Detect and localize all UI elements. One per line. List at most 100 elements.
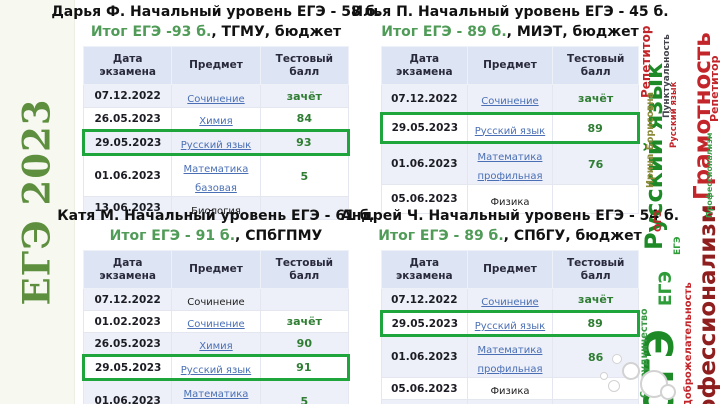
col-header-date: Дата экзамена <box>381 46 468 85</box>
subject-link[interactable]: Математика профильная <box>477 152 543 182</box>
col-header-subject: Предмет <box>466 46 554 85</box>
table-row-highlighted: 29.05.2023 Русский язык 89 <box>380 112 640 144</box>
exam-date: 29.05.2023 <box>81 354 173 381</box>
table-row: 26.05.2023 Химия 90 <box>82 332 350 356</box>
table-row-highlighted: 29.05.2023 Русский язык 91 <box>81 354 351 381</box>
subject-cell: Русский язык <box>171 129 261 156</box>
subject-cell: Физика <box>466 184 554 214</box>
subject-text: Биология <box>191 205 241 217</box>
exam-date: 29.05.2023 <box>380 310 468 337</box>
thought-bubble-icon <box>608 380 620 392</box>
col-header-score: Тестовый балл <box>259 46 350 85</box>
subject-cell: Сочинение <box>466 84 554 114</box>
table-row: 07.12.2022 Сочинение зачёт <box>381 84 639 114</box>
wordcloud-banner: Русский язык Грамотность Профессионализм… <box>638 0 720 404</box>
exam-score: 91 <box>259 354 351 381</box>
subject-cell: Сочинение <box>171 310 261 333</box>
exam-score: 5 <box>259 154 350 197</box>
student-title: Илья П. Начальный уровень ЕГЭ - 45 б. Ит… <box>351 2 668 46</box>
exam-score: 93 <box>259 129 351 156</box>
exam-date: 07.12.2022 <box>82 84 173 108</box>
student-result-line: Итог ЕГЭ -93 б., ТГМУ, бюджет <box>91 22 341 42</box>
table-header-row: Дата экзамена Предмет Тестовый балл <box>82 46 350 85</box>
exam-date: 01.06.2023 <box>381 142 468 185</box>
exam-date: 29.05.2023 <box>81 129 173 156</box>
result-score-text: Итог ЕГЭ - 89 б. <box>381 24 507 40</box>
subject-link[interactable]: Химия <box>199 116 233 127</box>
col-header-date: Дата экзамена <box>82 250 173 289</box>
student-name-line: Катя М. Начальный уровень ЕГЭ - 61 б. <box>57 208 375 224</box>
wordcloud-word: Русский язык <box>669 81 679 148</box>
student-title: Дарья Ф. Начальный уровень ЕГЭ - 58 б. И… <box>51 2 380 46</box>
exam-table: Дата экзамена Предмет Тестовый балл 07.1… <box>81 250 351 404</box>
table-row: 05.06.2023 Физика <box>381 377 639 400</box>
exam-date: 29.05.2023 <box>380 112 468 144</box>
exam-date: 26.05.2023 <box>82 332 173 356</box>
thought-bubble-icon <box>660 384 676 400</box>
table-row: 01.06.2023 Математика базовая 5 <box>82 154 350 197</box>
result-score-text: Итог ЕГЭ - 89 б. <box>378 228 504 244</box>
left-banner: ЕГЭ 2023 <box>0 0 75 404</box>
result-university-text: , ТГМУ, бюджет <box>211 24 342 40</box>
subject-cell: Русский язык <box>466 112 554 144</box>
table-row: 13.06.2023 Биология <box>82 196 350 220</box>
table-row: 01.06.2023 Математика базовая 5 <box>82 379 350 404</box>
subject-link[interactable]: Русский язык <box>180 365 252 376</box>
exam-date: 05.06.2023 <box>381 184 468 214</box>
subject-cell: Русский язык <box>466 310 554 337</box>
exam-score <box>259 288 350 311</box>
col-header-subject: Предмет <box>466 250 554 289</box>
subject-link[interactable]: Сочинение <box>187 319 245 330</box>
subject-link[interactable]: Русский язык <box>474 321 546 332</box>
table-header-row: Дата экзамена Предмет Тестовый балл <box>82 250 350 289</box>
subject-link[interactable]: Сочинение <box>187 93 245 105</box>
exam-date: 07.12.2022 <box>381 84 468 114</box>
exam-date: 01.02.2023 <box>82 310 173 333</box>
subject-link[interactable]: Сочинение <box>481 297 539 308</box>
wordcloud-word: Профессионализм <box>705 132 714 218</box>
table-row: 01.02.2023 Сочинение зачёт <box>82 310 350 333</box>
subject-link[interactable]: Русский язык <box>474 125 546 137</box>
subject-link[interactable]: Математика базовая <box>183 389 249 400</box>
student-title: Андрей Ч. Начальный уровень ЕГЭ - 54 б. … <box>341 206 679 250</box>
student-name-line: Андрей Ч. Начальный уровень ЕГЭ - 54 б. <box>340 208 680 224</box>
col-header-date: Дата экзамена <box>82 46 173 85</box>
table-row-highlighted: 29.05.2023 Русский язык 89 <box>380 310 640 337</box>
subject-cell: Сочинение <box>171 84 261 108</box>
table-row-highlighted: 29.05.2023 Русский язык 93 <box>81 129 351 156</box>
subject-cell: Математика профильная <box>466 142 554 185</box>
table-row: 07.12.2022 Сочинение <box>82 288 350 311</box>
subject-cell: Математика базовая <box>171 154 261 197</box>
result-university-text: , СПбГУ, бюджет <box>503 228 642 244</box>
table-row: 01.06.2023 Математика профильная 76 <box>381 142 639 185</box>
student-result-line: Итог ЕГЭ - 91 б., СПбГПМУ <box>110 226 323 246</box>
subject-link[interactable]: Русский язык <box>180 140 252 151</box>
exam-date: 01.06.2023 <box>82 379 173 404</box>
subject-cell: Математика базовая <box>171 379 261 404</box>
wordcloud-word: Репетитор <box>639 25 653 98</box>
subject-link[interactable]: Сочинение <box>481 96 539 107</box>
table-row: 05.06.2023 Физика <box>381 184 639 214</box>
subject-cell: Сочинение <box>171 288 261 311</box>
table-header-row: Дата экзамена Предмет Тестовый балл <box>381 46 639 85</box>
col-header-date: Дата экзамена <box>381 250 468 289</box>
subject-text: Сочинение <box>187 297 245 308</box>
exam-score <box>552 377 639 400</box>
exam-table: Дата экзамена Предмет Тестовый балл 07.1… <box>380 46 640 214</box>
wordcloud-word: Репетитор <box>708 55 720 122</box>
subject-cell: Химия <box>171 107 261 131</box>
exam-score: зачёт <box>552 84 639 114</box>
result-score-text: Итог ЕГЭ -93 б. <box>90 24 212 40</box>
subject-text: Физика <box>490 386 530 397</box>
subject-link[interactable]: Химия <box>199 341 233 352</box>
subject-link[interactable]: Математика базовая <box>183 164 249 194</box>
student-block-andrey: Андрей Ч. Начальный уровень ЕГЭ - 54 б. … <box>341 206 679 404</box>
result-university-text: , СПбГПМУ <box>235 228 323 244</box>
exam-date: 05.06.2023 <box>381 377 468 400</box>
wordcloud-word: ЕГЭ <box>656 271 676 306</box>
exam-date: 19.06.2023 <box>381 399 468 404</box>
exam-date: 01.06.2023 <box>82 154 173 197</box>
subject-link[interactable]: Математика профильная <box>477 345 543 375</box>
exam-score: зачёт <box>552 288 639 312</box>
